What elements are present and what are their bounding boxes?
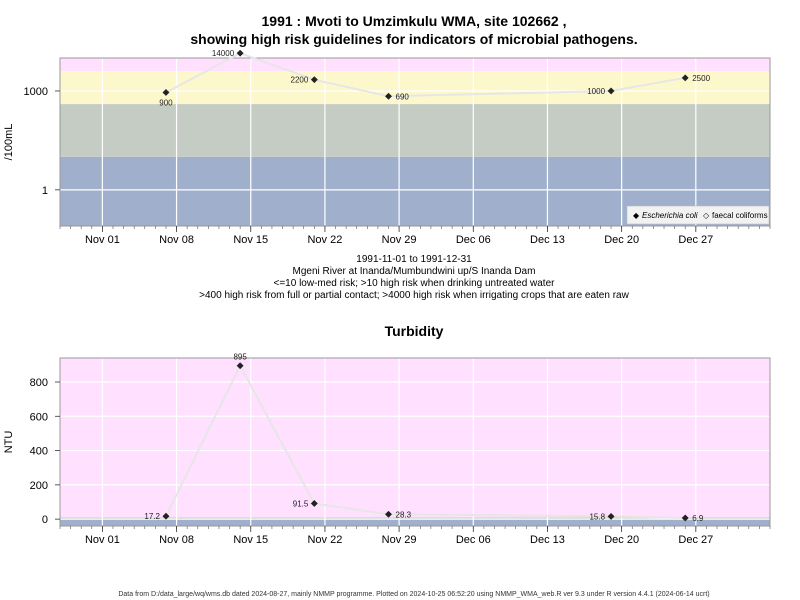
data-label: 900	[159, 98, 173, 107]
x-tick-label: Dec 20	[604, 234, 639, 246]
risk-band	[60, 71, 770, 105]
x-tick-label: Nov 01	[85, 534, 120, 546]
chart-title-line2: showing high risk guidelines for indicat…	[190, 31, 637, 47]
x-tick-label: Dec 06	[456, 234, 491, 246]
guideline-text-2: >400 high risk from full or partial cont…	[199, 290, 629, 301]
x-tick-label: Nov 08	[159, 534, 194, 546]
turbidity-title: Turbidity	[385, 323, 444, 339]
x-tick-label: Nov 15	[233, 234, 268, 246]
data-point	[162, 512, 170, 520]
data-point	[681, 74, 689, 82]
data-point	[384, 510, 393, 518]
x-tick-label: Nov 22	[307, 534, 342, 546]
site-description-text: Mgeni River at Inanda/Mumbundwini up/S I…	[293, 266, 536, 277]
legend-entry-label: faecal coliforms	[712, 211, 768, 220]
data-point	[236, 49, 244, 57]
x-tick-label: Dec 13	[530, 534, 565, 546]
data-label: 1000	[587, 87, 605, 96]
x-tick-label: Dec 13	[530, 234, 565, 246]
data-point	[607, 512, 615, 520]
chart-title-line1: 1991 : Mvoti to Umzimkulu WMA, site 1026…	[262, 13, 567, 29]
x-tick-label: Nov 22	[307, 234, 342, 246]
risk-band	[60, 517, 770, 520]
data-point	[236, 362, 244, 370]
y-tick-label: 800	[30, 377, 48, 389]
risk-band	[60, 104, 770, 157]
x-tick-label: Nov 29	[382, 234, 417, 246]
data-point	[384, 92, 393, 100]
y-tick-label: 1	[42, 185, 48, 197]
data-label: 17.2	[144, 512, 160, 521]
y-tick-label: 1000	[24, 86, 48, 98]
x-tick-label: Nov 01	[85, 234, 120, 246]
x-tick-label: Nov 15	[233, 534, 268, 546]
footer-text: Data from D:/data_large/wq/wms.db dated …	[118, 591, 709, 598]
legend-filled-diamond-icon: ◆	[633, 211, 640, 220]
legend-open-diamond-icon: ◇	[703, 211, 710, 220]
y-axis-label: NTU	[3, 431, 15, 454]
y-tick-label: 400	[30, 446, 48, 458]
data-point	[310, 76, 318, 84]
data-label: 2500	[692, 74, 710, 83]
data-point	[681, 514, 689, 522]
data-label: 15.8	[589, 512, 605, 521]
x-tick-label: Nov 29	[382, 534, 417, 546]
data-label: 91.5	[293, 499, 309, 508]
data-point	[607, 87, 615, 95]
y-tick-label: 200	[30, 480, 48, 492]
y-axis-label: /100mL	[3, 124, 15, 161]
data-point	[162, 88, 170, 97]
x-tick-label: Dec 27	[678, 534, 713, 546]
date-range-text: 1991-11-01 to 1991-12-31	[356, 254, 472, 265]
series-line	[165, 52, 686, 98]
plot-frame	[59, 357, 771, 527]
series-line	[165, 363, 686, 519]
data-label: 28.3	[396, 510, 412, 519]
data-label: 6.9	[692, 514, 704, 523]
x-tick-label: Nov 08	[159, 234, 194, 246]
legend-entry-label: Escherichia coli	[642, 211, 698, 220]
x-tick-label: Dec 06	[456, 534, 491, 546]
risk-band	[60, 58, 770, 72]
legend-box	[626, 205, 770, 225]
x-tick-label: Dec 20	[604, 534, 639, 546]
ecoli-panel: Nov 01 Nov 08 Nov 15 Nov 22 Nov 29 Dec 06 Dec …	[3, 49, 771, 246]
data-label: 2200	[291, 76, 309, 85]
y-tick-label: 0	[42, 514, 48, 526]
plot-frame	[59, 57, 771, 227]
y-tick-label: 600	[30, 411, 48, 423]
guideline-text-1: <=10 low-med risk; >10 high risk when dr…	[274, 278, 556, 289]
turbidity-panel: Nov 01 Nov 08 Nov 15 Nov 22 Nov 29 Dec 06 Dec …	[3, 353, 771, 546]
data-label: 14000	[212, 49, 235, 58]
data-point	[310, 499, 318, 508]
risk-band	[60, 519, 770, 526]
x-tick-label: Dec 27	[678, 234, 713, 246]
data-label: 895	[233, 353, 247, 362]
data-label: 690	[396, 92, 410, 101]
